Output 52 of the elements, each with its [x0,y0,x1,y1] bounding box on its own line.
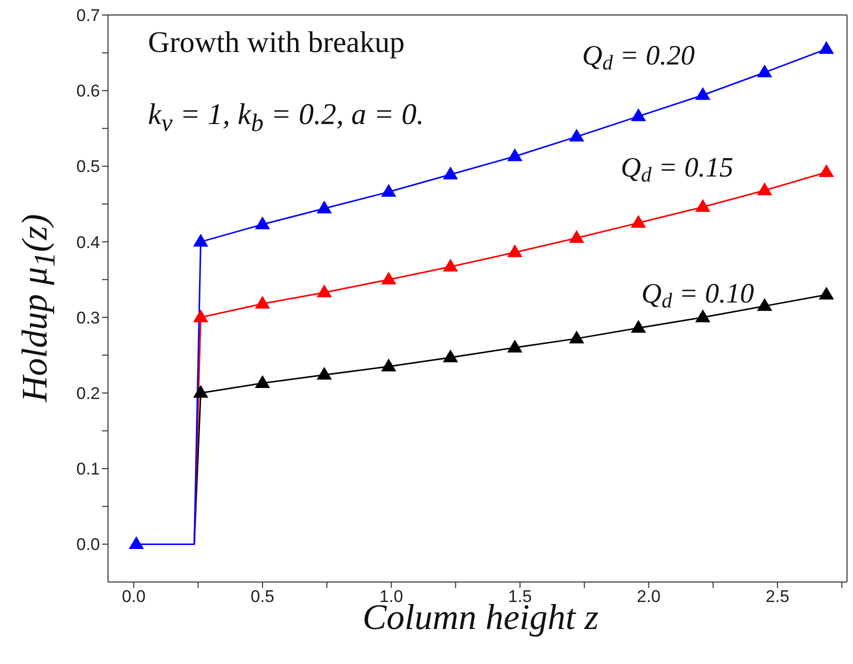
point [630,320,646,333]
point [254,216,270,230]
point [193,234,208,247]
point [381,358,396,372]
point [695,87,710,100]
point [757,64,772,78]
y-tick-label: 0.1 [76,460,100,479]
point [254,375,270,388]
x-tick-label: 1.5 [508,587,532,606]
point [757,182,772,196]
point [381,184,396,197]
series-label: Q$_{d}$ = 0.15 [620,152,734,187]
y-tick-label: 0.4 [76,232,100,252]
point [442,166,458,180]
series-label: Q$_{d}$ = 0.20 [582,40,695,75]
point [818,41,834,54]
annotation: Growth with breakup [148,26,405,60]
point [818,164,834,178]
series-label: Q$_{d}$ = 0.10 [641,278,754,313]
y-tick-label: 0.0 [76,535,100,554]
point [569,330,584,344]
y-tick-label: 0.7 [76,6,100,26]
point [569,230,584,243]
x-tick-label: 0.0 [122,587,146,606]
point [442,258,458,272]
point [193,309,208,322]
point [254,296,270,309]
x-tick-label: 2.5 [766,587,790,606]
x-tick-label: 0.5 [250,587,274,606]
y-tick-label: 0.2 [76,384,100,404]
point [569,128,584,142]
point [381,272,396,284]
point [507,148,522,162]
point [128,536,144,549]
point [442,349,458,362]
point [818,286,834,300]
point [507,340,522,352]
point [193,385,208,398]
point [757,298,772,311]
y-tick-label: 0.6 [76,82,100,101]
point [316,284,332,298]
point [695,199,710,212]
annotation: k$_{v}$ = 1, k$_{b}$ = 0.2, a = 0. [148,98,424,138]
point [630,108,646,122]
point [507,244,522,258]
point [316,366,332,380]
y-tick-label: 0.3 [76,308,100,328]
point [316,200,332,214]
x-tick-label: 2.0 [636,587,661,606]
point [630,214,646,228]
point [695,309,710,322]
y-tick-label: 0.5 [76,157,100,176]
